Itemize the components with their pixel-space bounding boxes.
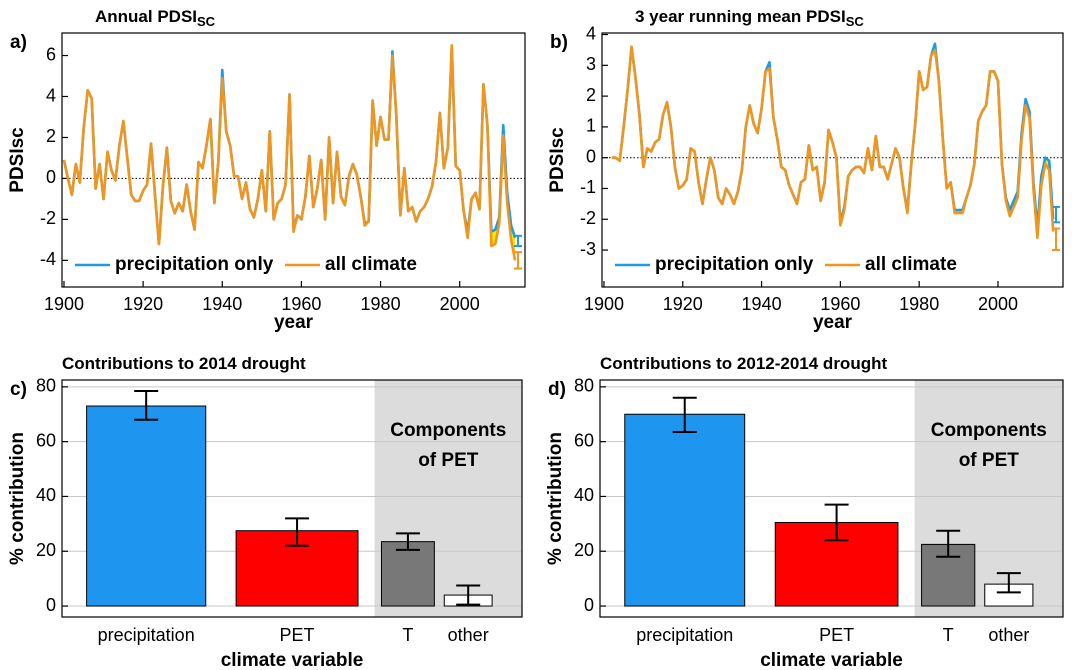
title-text: Contributions to 2012-2014 drought <box>600 354 887 373</box>
series-line <box>611 45 1055 240</box>
x-axis-label: climate variable <box>760 650 903 670</box>
panel-label: b) <box>550 32 568 53</box>
x-tick-label: PET <box>280 625 315 645</box>
title-subscript: SC <box>846 14 865 29</box>
legend-label: all climate <box>325 254 417 275</box>
y-tick-label: 80 <box>36 376 56 396</box>
y-tick-label: 40 <box>36 485 56 505</box>
chart-title: Contributions to 2014 drought <box>62 354 306 373</box>
legend-label: all climate <box>865 254 957 275</box>
plot-frame <box>599 379 1064 618</box>
y-tick-label: 0 <box>46 595 56 615</box>
x-tick-label: 1940 <box>202 294 242 314</box>
y-tick-label: 20 <box>574 540 594 560</box>
x-tick-label: precipitation <box>98 625 195 645</box>
plot-frame <box>601 32 1064 288</box>
x-tick-label: 1980 <box>899 294 939 314</box>
x-tick-label: 1920 <box>123 294 163 314</box>
title-text: Annual PDSI <box>95 7 197 26</box>
y-tick-label: 1 <box>586 116 596 136</box>
x-axis-label: year <box>274 312 314 333</box>
y-tick-label: -1 <box>580 177 596 197</box>
x-tick-label: 1980 <box>361 294 401 314</box>
x-tick-label: 1920 <box>663 294 703 314</box>
bar <box>380 541 435 607</box>
y-tick-label: 4 <box>586 23 596 43</box>
x-tick-label: PET <box>819 625 854 645</box>
y-tick-label: -4 <box>40 249 56 269</box>
y-tick-label: 0 <box>46 167 56 187</box>
y-tick-label: 40 <box>574 485 594 505</box>
y-tick-label: 60 <box>574 430 594 450</box>
y-tick-label: 6 <box>46 44 56 64</box>
y-axis-label: PDSIsc <box>547 127 568 193</box>
x-tick-label: T <box>402 625 413 645</box>
y-tick-label: 80 <box>574 376 594 396</box>
plot-frame <box>61 379 523 618</box>
chart-title: 3 year running mean PDSISC <box>635 7 864 29</box>
series-line <box>62 43 517 261</box>
series-line <box>611 42 1055 230</box>
chart-title: Contributions to 2012-2014 drought <box>600 354 887 373</box>
y-tick-label: 20 <box>36 540 56 560</box>
y-axis-label: % contribution <box>545 432 566 565</box>
x-tick-label: 1960 <box>281 294 321 314</box>
legend-label: precipitation only <box>115 254 274 275</box>
chart-title: Annual PDSISC <box>95 7 216 29</box>
x-tick-label: T <box>943 625 954 645</box>
bar <box>624 413 746 607</box>
x-tick-label: 1900 <box>44 294 84 314</box>
shade-annotation: Components <box>931 420 1047 441</box>
panel-label: a) <box>10 32 27 53</box>
y-tick-label: 0 <box>584 595 594 615</box>
y-axis-label: % contribution <box>7 432 28 565</box>
plot-frame <box>61 32 526 288</box>
shade-annotation: of PET <box>959 450 1020 471</box>
panel-label: d) <box>548 379 566 400</box>
x-axis-label: year <box>813 312 853 333</box>
shade-annotation: of PET <box>418 450 479 471</box>
x-tick-label: 2000 <box>440 294 480 314</box>
y-tick-label: 60 <box>36 430 56 450</box>
x-axis-label: climate variable <box>221 650 364 670</box>
title-text: Contributions to 2014 drought <box>62 354 306 373</box>
y-tick-label: 0 <box>586 146 596 166</box>
x-tick-label: 1940 <box>742 294 782 314</box>
x-tick-label: other <box>448 625 489 645</box>
shade-annotation: Components <box>390 420 506 441</box>
y-tick-label: 2 <box>46 126 56 146</box>
title-text: 3 year running mean PDSI <box>635 7 846 26</box>
legend-label: precipitation only <box>655 254 814 275</box>
bar <box>86 405 207 607</box>
y-tick-label: 3 <box>586 54 596 74</box>
y-tick-label: 4 <box>46 85 56 105</box>
x-tick-label: 1900 <box>584 294 624 314</box>
title-subscript: SC <box>197 14 216 29</box>
y-tick-label: -3 <box>580 239 596 259</box>
x-tick-label: other <box>988 625 1029 645</box>
y-tick-label: -2 <box>40 208 56 228</box>
panel-label: c) <box>10 379 27 400</box>
x-tick-label: precipitation <box>636 625 733 645</box>
y-axis-label: PDSIsc <box>7 127 28 193</box>
x-tick-label: 1960 <box>820 294 860 314</box>
y-tick-label: 2 <box>586 85 596 105</box>
x-tick-label: 2000 <box>978 294 1018 314</box>
y-tick-label: -2 <box>580 208 596 228</box>
